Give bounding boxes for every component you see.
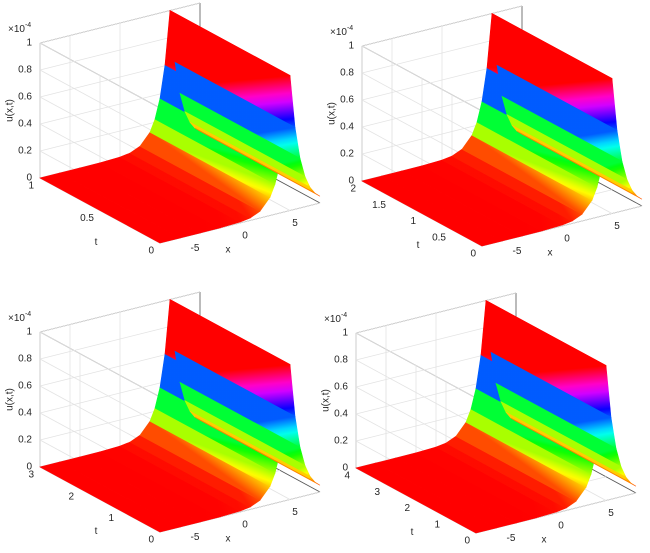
surface-strip	[516, 130, 643, 200]
y-tick-label: 1	[434, 519, 440, 530]
z-tick-label: 1	[26, 38, 32, 49]
z-exponent: -4	[25, 311, 31, 318]
z-multiplier: ×10	[324, 314, 341, 325]
y-tick-label: 0	[148, 246, 154, 257]
surface-strip	[510, 417, 637, 487]
grid-line	[39, 331, 161, 398]
y-axis-label: t	[411, 527, 414, 538]
z-tick-label: 0.6	[18, 92, 32, 103]
y-tick-label: 2	[350, 184, 356, 195]
z-tick-label: 0.2	[334, 436, 348, 447]
z-exponent: -4	[25, 22, 31, 29]
z-tick-label: 0.4	[18, 408, 32, 419]
z-tick-label: 1	[342, 328, 348, 339]
z-axis-label: u(x,t)	[5, 388, 16, 411]
z-exponent-label: ×10-4	[8, 311, 31, 324]
z-axis-label: u(x,t)	[5, 99, 16, 122]
y-tick-label: 0	[470, 249, 476, 260]
z-tick-label: 1	[348, 41, 354, 52]
z-axis-label: u(x,t)	[321, 389, 332, 412]
x-tick-label: -5	[191, 532, 200, 543]
z-tick-label: 0.6	[18, 381, 32, 392]
y-axis-label: t	[95, 237, 98, 248]
z-multiplier: ×10	[8, 313, 25, 324]
z-axis-label: u(x,t)	[327, 102, 338, 125]
z-tick-label: 1	[26, 327, 32, 338]
y-axis-label: t	[95, 526, 98, 537]
z-tick-label: 0.8	[18, 354, 32, 365]
subplot: 0 0.2 0.4 0.6 0.8 1 -5 0 5 0 1 2 3 4 ×10-4 u(x,t) x t	[321, 292, 637, 547]
subplot: 0 0.2 0.4 0.6 0.8 1 -5 0 5 0 1 2 3 ×10-4 u(x,t) x t	[5, 291, 321, 546]
x-tick-label: 5	[608, 508, 614, 519]
z-exponent: -4	[341, 312, 347, 319]
y-tick-label: 0.5	[80, 213, 94, 224]
y-tick-label: 0.5	[432, 232, 446, 243]
x-tick-label: 5	[292, 507, 298, 518]
z-tick-label: 0.6	[340, 95, 354, 106]
x-axis-label: x	[542, 535, 547, 546]
z-tick-label: 0	[26, 173, 32, 184]
y-tick-label: 2	[68, 491, 74, 502]
z-tick-label: 0.2	[340, 149, 354, 160]
z-exponent: -4	[347, 25, 353, 32]
z-tick-label: 0.4	[18, 119, 32, 130]
z-multiplier: ×10	[8, 24, 25, 35]
surface-strip	[194, 416, 321, 486]
z-tick-label: 0	[342, 463, 348, 474]
x-tick-label: 5	[614, 221, 620, 232]
z-tick-label: 0.4	[340, 122, 354, 133]
z-exponent-label: ×10-4	[330, 25, 353, 38]
z-tick-label: 0.6	[334, 382, 348, 393]
z-tick-label: 0	[348, 176, 354, 187]
z-tick-label: 0.8	[18, 65, 32, 76]
y-tick-label: 2	[404, 503, 410, 514]
x-tick-label: 0	[558, 521, 564, 532]
y-tick-label: 3	[374, 487, 380, 498]
x-tick-label: -5	[191, 243, 200, 254]
x-tick-label: 5	[292, 218, 298, 229]
y-tick-label: 3	[28, 470, 34, 481]
x-tick-label: 0	[242, 520, 248, 531]
surface-strip	[194, 127, 321, 197]
z-tick-label: 0.2	[18, 435, 32, 446]
subplot: 0 0.2 0.4 0.6 0.8 1 -5 0 5 0 0.5 1 1.5 2 ×10-4 u(x,t) x t	[327, 5, 643, 260]
x-tick-label: -5	[507, 533, 516, 544]
y-tick-label: 0	[148, 535, 154, 546]
z-exponent-label: ×10-4	[324, 312, 347, 325]
z-multiplier: ×10	[330, 27, 347, 38]
grid-line	[39, 358, 161, 425]
z-tick-label: 0.2	[18, 146, 32, 157]
y-tick-label: 1.5	[372, 200, 386, 211]
x-tick-label: 0	[242, 231, 248, 242]
z-tick-label: 0	[26, 462, 32, 473]
z-exponent-label: ×10-4	[8, 22, 31, 35]
y-tick-label: 1	[108, 513, 114, 524]
y-axis-label: t	[417, 240, 420, 251]
x-tick-label: 0	[564, 234, 570, 245]
y-tick-label: 1	[410, 216, 416, 227]
z-tick-label: 0.4	[334, 409, 348, 420]
z-tick-label: 0.8	[340, 68, 354, 79]
x-axis-label: x	[548, 248, 553, 259]
x-axis-label: x	[226, 534, 231, 545]
y-tick-label: 4	[344, 471, 350, 482]
x-axis-label: x	[226, 245, 231, 256]
z-tick-label: 0.8	[334, 355, 348, 366]
y-tick-label: 1	[28, 181, 34, 192]
y-tick-label: 0	[464, 536, 470, 547]
x-tick-label: -5	[513, 246, 522, 257]
